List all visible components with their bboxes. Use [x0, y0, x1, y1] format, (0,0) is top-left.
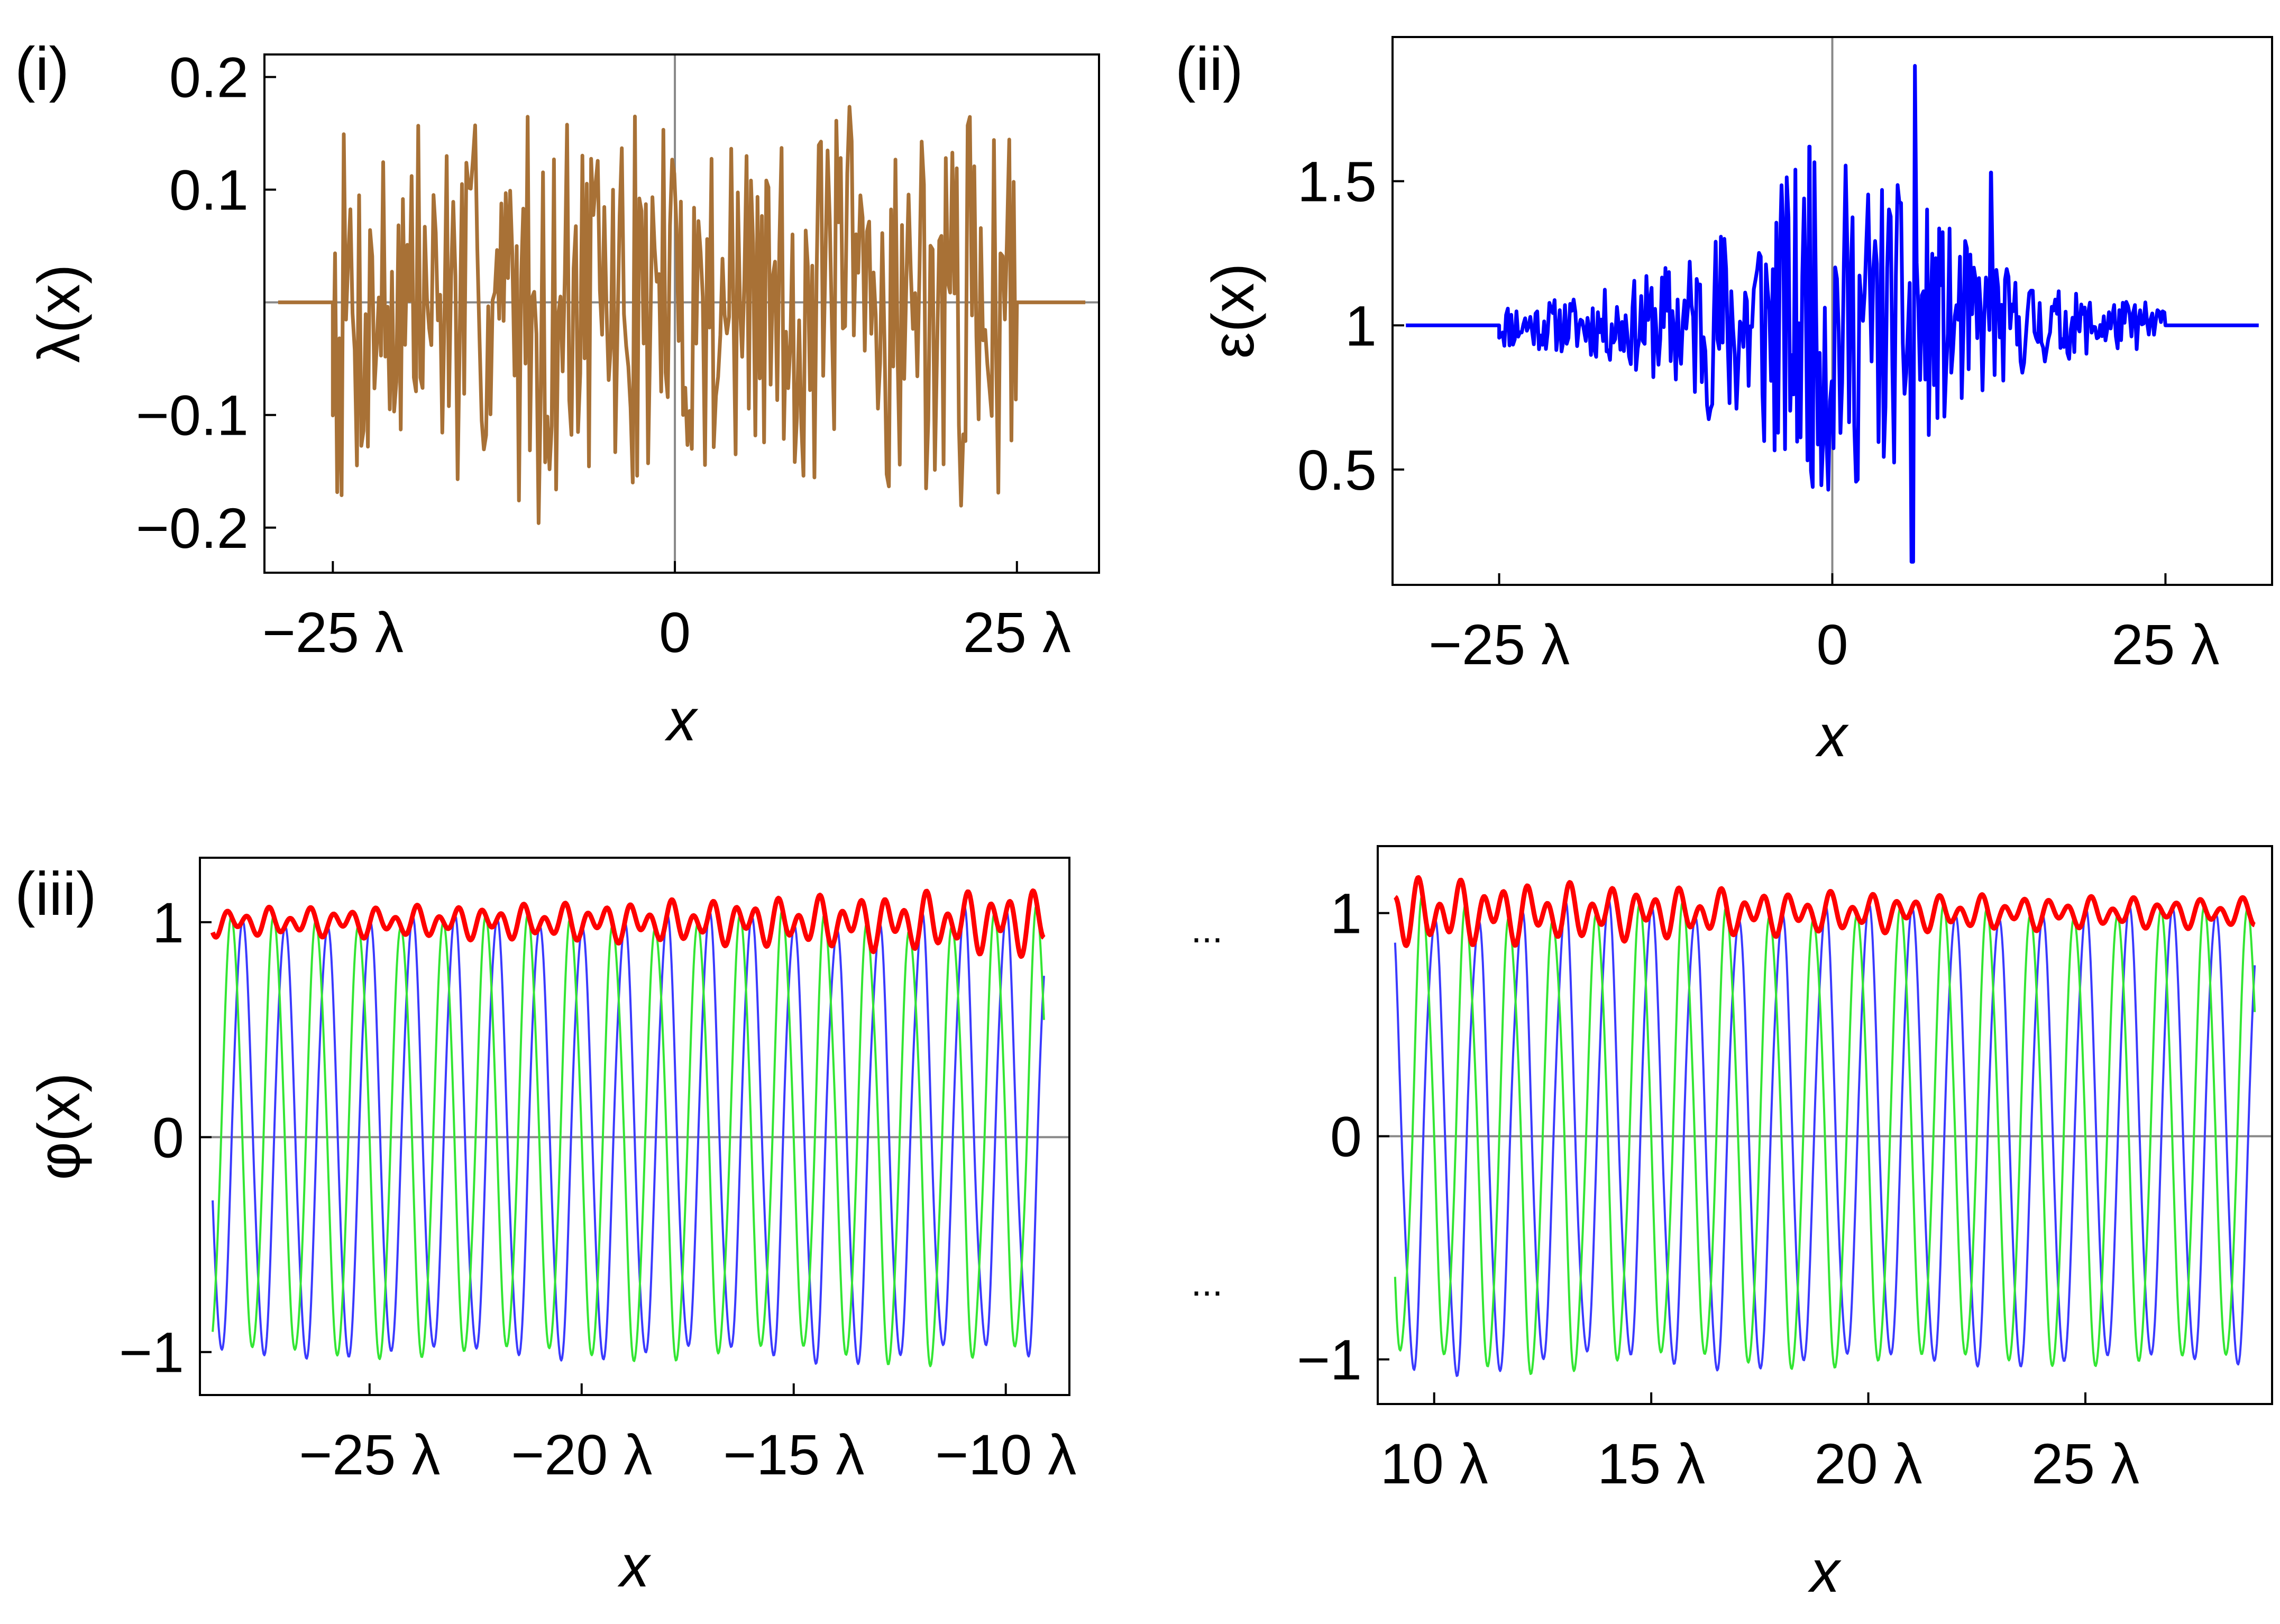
panel-label-i: (i): [15, 34, 69, 103]
x-tick-label: −15 λ: [723, 1423, 864, 1487]
x-tick-label: 0: [659, 600, 691, 664]
series-line-0: [1406, 64, 2259, 564]
y-tick-label: −0.1: [136, 383, 249, 447]
panel-label-ii: (ii): [1175, 34, 1243, 103]
x-axis-label: x: [1808, 1538, 1842, 1604]
y-tick-label: 1: [1345, 293, 1377, 357]
x-tick-label: 20 λ: [1815, 1432, 1922, 1495]
x-tick-label: −10 λ: [935, 1423, 1076, 1487]
y-tick-label: 1.5: [1297, 150, 1377, 214]
x-axis-label: x: [1815, 703, 1849, 769]
x-axis-label: x: [617, 1533, 652, 1599]
ellipsis-bottom: ...: [1191, 1262, 1223, 1304]
ellipsis-top: ...: [1191, 909, 1223, 951]
x-tick-label: 25 λ: [2111, 612, 2219, 676]
chart-panel-ii: 1.5 1 0.5 −25 λ 0 25 λ x ε(x): [1200, 36, 2273, 769]
y-tick-label: 1: [152, 891, 184, 955]
y-tick-label: −1: [119, 1320, 184, 1384]
series-line-1: [212, 904, 1045, 1368]
y-axis-label: λ(x): [26, 264, 92, 363]
x-axis-label: x: [664, 687, 699, 753]
x-tick-label: −25 λ: [262, 600, 404, 664]
x-tick-label: 10 λ: [1380, 1432, 1488, 1495]
y-axis-label: ε(x): [1200, 263, 1266, 359]
series-line-0: [212, 905, 1045, 1365]
chart-panel-i: 0.2 0.1 −0.1 −0.2−25 λ 0 25 λ x λ(x): [26, 45, 1100, 753]
series-line-2: [210, 888, 1046, 959]
y-tick-label: 0: [1330, 1105, 1362, 1169]
x-tick-label: 25 λ: [963, 600, 1071, 664]
plot-frame: [263, 53, 1100, 574]
y-tick-label: 0.5: [1297, 438, 1377, 502]
y-tick-label: 0.2: [169, 45, 249, 109]
x-tick-label: −20 λ: [511, 1423, 652, 1487]
x-tick-label: 15 λ: [1597, 1432, 1705, 1495]
x-tick-label: −25 λ: [1429, 612, 1570, 676]
panel-label-iii: (iii): [15, 859, 97, 928]
series-line-1: [1394, 895, 2256, 1375]
x-tick-label: −25 λ: [299, 1423, 440, 1487]
series-line-2: [1394, 875, 2256, 948]
y-tick-label: −1: [1297, 1328, 1362, 1392]
chart-panel-iii-right: 1 0 −1 10 λ 15 λ 20 λ 25 λ x: [1297, 845, 2273, 1604]
y-tick-label: 0: [152, 1105, 184, 1169]
y-tick-label: 0.1: [169, 158, 249, 222]
series-line-0: [278, 105, 1086, 525]
x-tick-label: 0: [1816, 612, 1848, 676]
y-tick-label: 1: [1330, 882, 1362, 946]
x-tick-label: 25 λ: [2031, 1432, 2139, 1495]
y-axis-label: φ(x): [26, 1072, 92, 1180]
y-tick-label: −0.2: [136, 496, 249, 560]
plot-frame: [1377, 845, 2273, 1405]
chart-panel-iii-left: 1 0 −1 −25 λ −20 λ −15 λ −10 λ x φ(x): [26, 857, 1076, 1599]
plot-frame: [199, 857, 1070, 1396]
